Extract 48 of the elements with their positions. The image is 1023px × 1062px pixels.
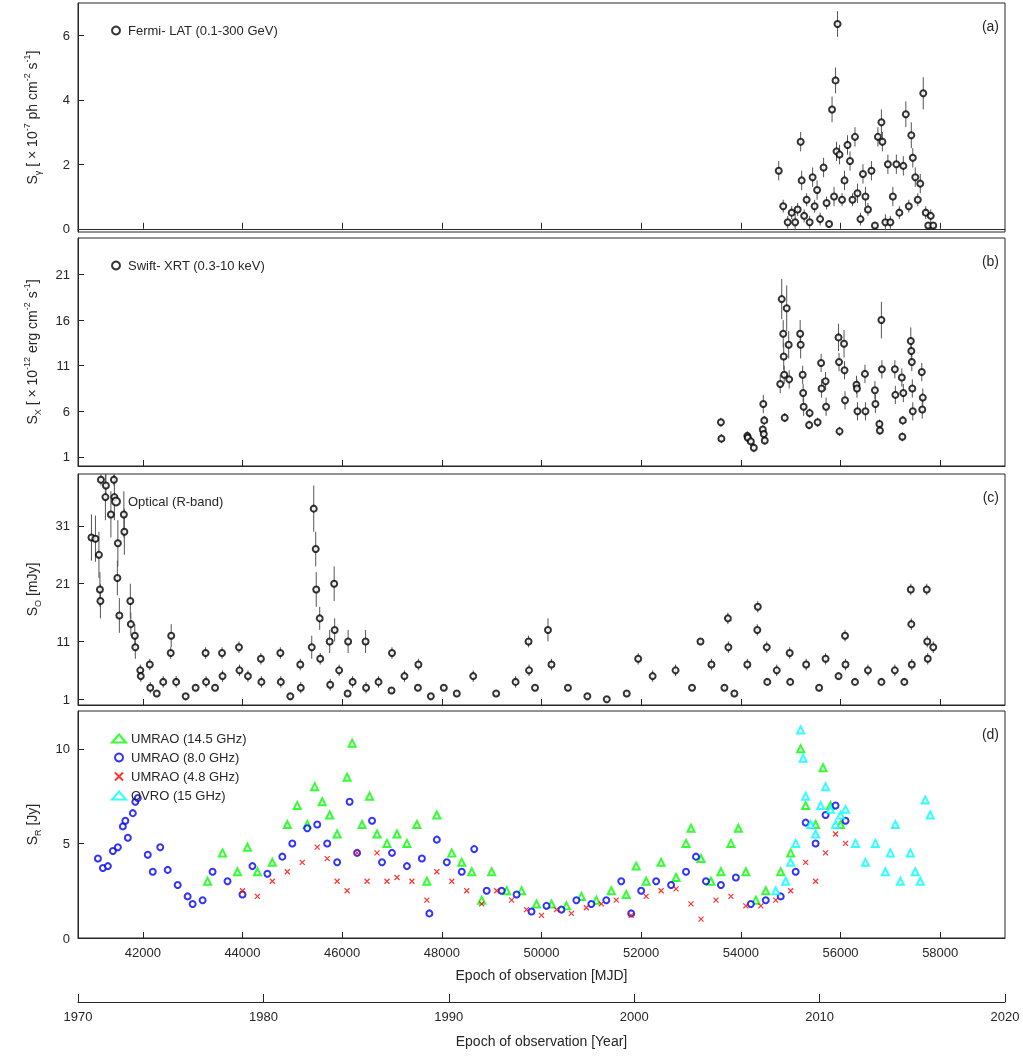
y-tick-label: 5 (62, 835, 70, 851)
x-tick-label: 42000 (124, 945, 161, 960)
y-axis-title: SR [Jy] (24, 803, 43, 846)
legend-label: Swift- XRT (0.3-10 keV) (128, 258, 265, 273)
y-tick-label: 11 (56, 358, 70, 374)
y-tick-label: 31 (55, 518, 70, 534)
x2-tick-label: 2020 (990, 1009, 1020, 1024)
legend-label: UMRAO (8.0 GHz) (131, 750, 240, 765)
x-tick-label: 54000 (722, 945, 759, 960)
x2-tick-label: 1980 (248, 1009, 278, 1024)
x-tick-label: 52000 (623, 945, 660, 960)
legend-label: UMRAO (4.8 GHz) (131, 769, 240, 784)
legend-label: Fermi- LAT (0.1-300 GeV) (128, 23, 278, 38)
y-tick-label: 1 (62, 691, 70, 707)
y-tick-label: 21 (55, 266, 70, 282)
y-tick-label: 11 (56, 633, 70, 649)
y-axis-title: SO [mJy] (24, 562, 43, 617)
annotation: (a) (981, 18, 1000, 34)
x2-tick-label: 1970 (63, 1009, 93, 1024)
x-tick-label: 50000 (523, 945, 560, 960)
x-tick-label: 56000 (822, 945, 859, 960)
y-tick-label: 21 (55, 576, 70, 592)
text: Sγ [ × 10-7 ph cm-2 s-1] (21, 50, 43, 185)
x-tick-label: 44000 (224, 945, 261, 960)
y-tick-label: 0 (62, 930, 70, 946)
legend-label: UMRAO (14.5 GHz) (131, 731, 247, 746)
y-tick-label: 16 (55, 312, 70, 328)
annotation: (d) (981, 726, 1000, 742)
text: SX [ × 10-12 erg cm-2 s-1] (21, 279, 43, 425)
x2-tick-label: 2000 (619, 1009, 649, 1024)
y-tick-label: 1 (62, 449, 70, 465)
x-tick-label: 58000 (922, 945, 959, 960)
annotation: (b) (981, 253, 1000, 269)
y-tick-label: 2 (62, 156, 70, 172)
x-tick-label: 48000 (423, 945, 460, 960)
x2-tick-label: 2010 (805, 1009, 835, 1024)
y-tick-label: 6 (62, 27, 70, 43)
y-tick-label: 10 (55, 741, 70, 757)
x-axis-title: Epoch of observation [MJD] (455, 967, 628, 983)
y-tick-label: 4 (62, 92, 70, 108)
x-tick-label: 46000 (324, 945, 361, 960)
annotation: (c) (982, 489, 999, 505)
y-tick-label: 6 (62, 403, 70, 419)
y-tick-label: 0 (62, 221, 70, 237)
x2-tick-label: 1990 (434, 1009, 464, 1024)
legend-label: Optical (R-band) (128, 494, 224, 509)
x2-axis-title: Epoch of observation [Year] (455, 1033, 628, 1049)
legend-label: OVRO (15 GHz) (131, 788, 226, 803)
